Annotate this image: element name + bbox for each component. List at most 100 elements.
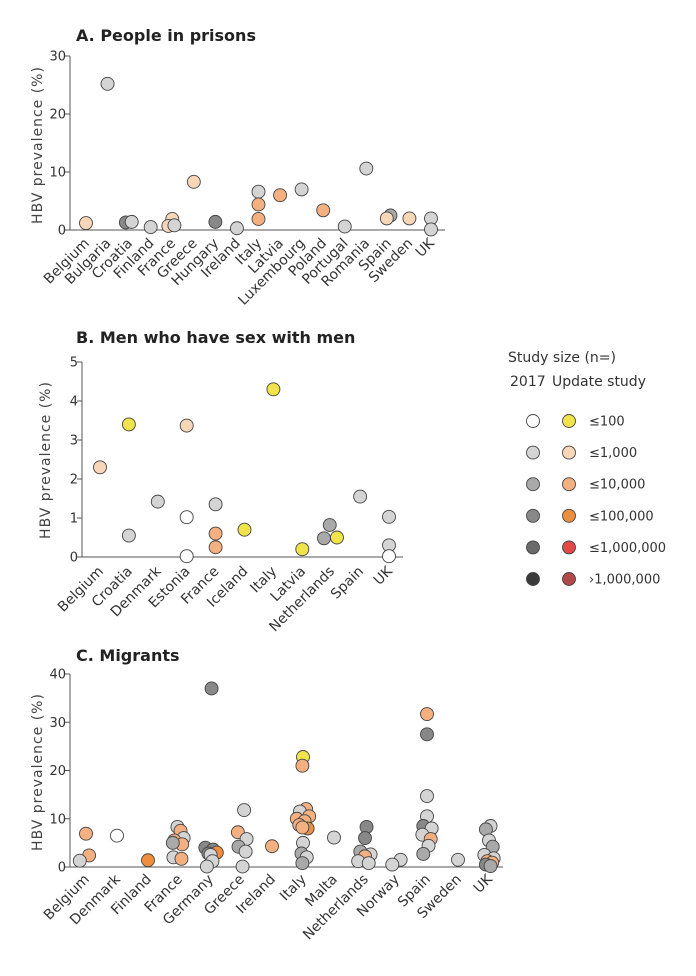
data-point-sweden (402, 211, 417, 226)
panel-c-y-axis-title: HBV prevalence (%) (30, 693, 46, 851)
data-point-netherlands (358, 831, 372, 845)
data-point-greece (237, 803, 252, 818)
data-point-latvia (273, 188, 288, 203)
legend-label: ≤10,000 (589, 478, 645, 493)
data-point-spain (353, 489, 368, 504)
data-point-malta (327, 830, 341, 845)
data-point-estonia (179, 418, 194, 433)
legend-swatch-2017 (526, 540, 540, 555)
y-tick-label: 20 (49, 764, 66, 779)
y-tick-label: 10 (49, 812, 66, 827)
y-tick-label: 1 (70, 512, 78, 527)
y-tick-label: 2 (70, 473, 78, 488)
data-point-bulgaria (100, 76, 115, 91)
y-tick-label: 30 (49, 50, 66, 65)
x-tick-label-uk: UK (471, 871, 497, 897)
legend-column-update-study: Update study (552, 374, 646, 390)
legend-swatch-update-study (562, 414, 576, 428)
legend-swatch-2017 (526, 477, 540, 492)
legend-swatch-2017 (526, 414, 540, 428)
data-point-poland (316, 203, 331, 218)
panel-a-y-axis-title: HBV prevalence (%) (30, 66, 46, 224)
legend-swatch-update-study (562, 477, 576, 492)
y-tick-label: 4 (70, 395, 78, 410)
x-tick-label-spain: Spain (328, 564, 367, 603)
data-point-uk (382, 549, 396, 564)
panel-b-title: B. Men who have sex with men (76, 328, 355, 347)
data-point-finland (143, 220, 158, 235)
data-point-uk (382, 509, 396, 524)
data-point-italy (251, 197, 266, 212)
data-point-croatia (121, 528, 136, 543)
data-point-belgium (93, 460, 107, 475)
data-point-ireland (229, 221, 244, 236)
data-point-spain (379, 211, 394, 226)
legend-label: ›1,000,000 (589, 573, 660, 588)
y-tick-label: 5 (70, 356, 78, 371)
y-tick-label: 0 (58, 224, 66, 239)
legend-swatch-update-study (562, 508, 576, 523)
data-point-finland (141, 853, 155, 868)
data-point-uk (483, 859, 498, 873)
data-point-ireland (265, 839, 279, 854)
y-tick-label: 0 (70, 551, 78, 566)
legend-column-2017: 2017 (510, 374, 546, 390)
panel-b-y-axis-title: HBV prevalence (%) (38, 381, 54, 539)
data-point-italy (295, 820, 310, 835)
data-point-greece (235, 859, 250, 874)
data-point-netherlands (317, 531, 331, 546)
data-point-italy (266, 382, 281, 397)
y-tick-label: 3 (70, 434, 78, 449)
y-tick-label: 10 (49, 166, 66, 181)
data-point-france (165, 835, 180, 850)
data-point-belgium (72, 853, 87, 868)
legend-swatch-update-study (562, 572, 576, 586)
data-point-belgium (79, 826, 93, 841)
legend-swatch-update-study (562, 540, 576, 555)
data-point-luxembourg (294, 182, 309, 197)
data-point-france (167, 218, 182, 233)
legend-label: ≤100 (589, 415, 625, 430)
data-point-france (174, 851, 189, 866)
panel-c-title: C. Migrants (76, 646, 180, 665)
x-tick-label-uk: UK (371, 563, 397, 589)
data-point-estonia (179, 510, 194, 525)
panel-men-who-have-sex-with-men: B. Men who have sex with men HBV prevale… (38, 328, 403, 635)
data-point-iceland (237, 522, 252, 537)
data-point-croatia (121, 417, 136, 432)
data-point-netherlands (322, 518, 337, 532)
data-point-croatia (124, 214, 139, 229)
data-point-spain (420, 727, 434, 742)
y-tick-label: 40 (49, 668, 66, 683)
data-point-portugal (337, 219, 352, 234)
y-tick-label: 20 (49, 108, 66, 123)
panel-migrants: C. Migrants HBV prevalence (%) 0 10 20 30 40… (30, 646, 503, 943)
data-point-italy (295, 856, 310, 871)
data-point-france (208, 526, 223, 541)
data-point-uk (424, 222, 438, 237)
legend-label: ≤1,000,000 (589, 541, 666, 556)
data-point-sweden (451, 852, 465, 867)
panel-a-title: A. People in prisons (76, 26, 256, 45)
x-tick-label-uk: UK (413, 235, 439, 261)
data-point-italy (251, 212, 266, 226)
y-tick-label: 0 (58, 861, 66, 876)
data-point-denmark (110, 828, 124, 843)
data-point-greece (238, 844, 253, 859)
data-point-italy (251, 184, 266, 199)
data-point-spain (420, 707, 434, 721)
data-point-romania (359, 161, 374, 176)
data-point-italy (295, 758, 310, 773)
data-point-belgium (79, 216, 93, 230)
data-point-latvia (295, 542, 310, 557)
data-point-hungary (208, 214, 223, 229)
legend-swatch-2017 (526, 445, 540, 460)
legend-swatch-update-study (562, 445, 576, 460)
panel-people-in-prisons: A. People in prisons HBV prevalence (%) … (30, 26, 445, 309)
data-point-netherlands (361, 856, 376, 871)
study-size-legend: Study size (n=) 2017 Update study ≤100 ≤1… (508, 350, 666, 588)
data-point-france (208, 497, 223, 512)
legend-swatch-2017 (526, 508, 540, 523)
legend-label: ≤1,000 (589, 446, 637, 461)
